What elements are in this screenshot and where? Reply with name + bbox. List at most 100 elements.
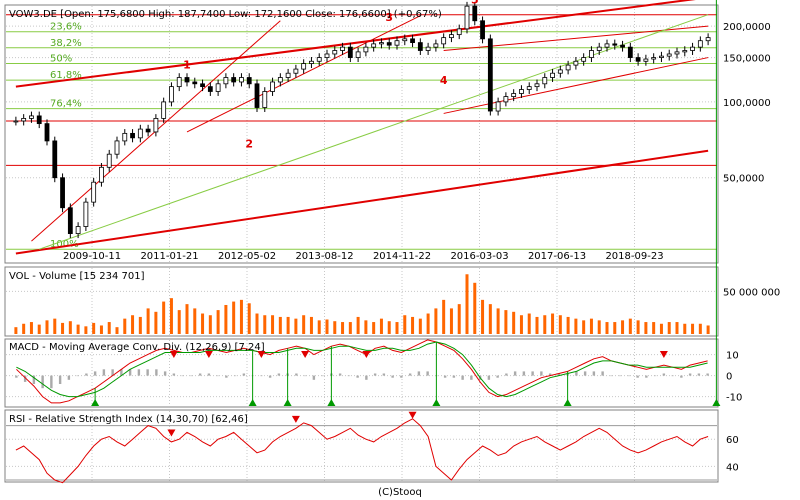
fib-level-label: 61,8%: [50, 70, 82, 81]
volume-bar: [659, 323, 663, 334]
buy-marker: [712, 399, 721, 406]
macd-histogram-bar: [365, 375, 368, 380]
macd-histogram-bar: [216, 375, 219, 377]
date-tick-label: 2018-09-23: [605, 251, 663, 262]
price-candle: [659, 55, 664, 58]
volume-bar: [146, 308, 150, 334]
price-candle: [456, 28, 462, 36]
price-candle: [464, 5, 470, 30]
macd-histogram-bar: [548, 373, 552, 376]
macd-histogram-bar: [268, 375, 272, 378]
macd-histogram-bar: [540, 371, 543, 376]
macd-histogram-bar: [382, 373, 386, 376]
price-candle: [200, 83, 205, 88]
price-candle: [324, 53, 330, 58]
price-candle: [91, 181, 97, 203]
price-candle: [612, 43, 618, 46]
volume-bar: [278, 316, 282, 334]
volume-bar: [271, 315, 275, 334]
price-candle: [99, 166, 104, 183]
macd-histogram-bar: [583, 371, 587, 376]
macd-header: MACD - Moving Average Conv. Div. (12,26,…: [9, 342, 265, 353]
volume-bar: [372, 322, 376, 334]
price-candle: [231, 77, 237, 83]
volume-bar: [512, 311, 516, 334]
buy-marker: [283, 399, 292, 406]
trend-line: [15, 149, 709, 255]
sell-marker: [301, 351, 310, 358]
volume-bar: [76, 324, 80, 334]
volume-bar: [247, 303, 251, 334]
volume-bar: [582, 320, 586, 334]
macd-histogram-bar: [671, 375, 674, 377]
macd-line: [16, 339, 708, 404]
volume-bar: [154, 311, 158, 334]
price-candle: [44, 123, 50, 142]
price-candle: [114, 140, 120, 155]
wave-labels: 1 2 3 4 5: [183, 0, 478, 150]
macd-histogram-bar: [688, 373, 692, 376]
macd-histogram-bar: [461, 375, 464, 380]
fibonacci-levels: 23,6% 38,2% 50% 61,8% 76,4% 100%: [6, 22, 717, 250]
price-candle: [340, 46, 345, 51]
price-candles: [13, 1, 711, 239]
volume-bar: [636, 320, 640, 334]
macd-histogram-bar: [146, 369, 149, 376]
volume-bar: [333, 321, 337, 334]
volume-bar: [473, 282, 477, 334]
fib-level-label: 38,2%: [50, 38, 82, 49]
volume-bar: [53, 318, 57, 334]
macd-lines: [16, 339, 708, 404]
price-candle: [620, 44, 625, 48]
price-candle: [526, 86, 532, 90]
volume-bar: [68, 321, 72, 334]
fib-level-label: 76,4%: [50, 99, 82, 110]
price-candle: [472, 5, 478, 22]
price-candle: [184, 77, 190, 83]
macd-histogram-bar: [137, 369, 141, 376]
macd-histogram-bar: [32, 375, 36, 384]
volume-bar: [411, 316, 415, 334]
date-tick-label: 2009-10-11: [63, 251, 121, 262]
volume-bar: [644, 322, 648, 334]
wave-label: 2: [245, 137, 253, 150]
price-candle: [674, 51, 680, 55]
price-candle: [122, 132, 128, 142]
macd-histogram-bar: [426, 371, 429, 376]
volume-bar: [263, 315, 267, 334]
volume-axis-labels: 50 000 000: [723, 287, 780, 298]
volume-bar: [558, 315, 562, 334]
price-tick-label: 150,0000: [723, 54, 771, 65]
rsi-tick-label: 60: [726, 435, 739, 446]
buy-marker: [432, 399, 441, 406]
price-candle: [347, 46, 353, 58]
wave-label: 5: [471, 0, 479, 6]
macd-histogram-bar: [225, 375, 228, 378]
volume-bar: [519, 315, 523, 334]
volume-bar: [131, 315, 135, 334]
price-candle: [565, 64, 571, 71]
volume-bar: [395, 322, 399, 334]
price-candle: [480, 20, 485, 40]
macd-histogram-bar: [470, 375, 473, 380]
rsi-line: [15, 418, 709, 484]
macd-histogram-bar: [321, 375, 324, 377]
macd-histogram-bar: [128, 369, 132, 376]
macd-histogram-bar: [163, 371, 167, 376]
macd-panel: [4, 338, 719, 408]
date-tick-label: 2012-05-02: [218, 251, 276, 262]
macd-signal-markers: [91, 0, 721, 406]
volume-bar: [216, 310, 220, 334]
macd-histogram-bar: [513, 371, 517, 376]
macd-histogram-bar: [303, 375, 307, 377]
date-tick-label: 2014-11-22: [373, 251, 431, 262]
price-candle: [697, 40, 703, 48]
price-candle: [36, 115, 42, 125]
volume-bar: [138, 316, 142, 334]
volume-bar: [177, 310, 181, 334]
date-axis-labels: 2009-10-11 2011-01-21 2012-05-02 2013-08-12…: [63, 251, 664, 262]
rsi-markers: [167, 411, 417, 437]
price-candle: [503, 96, 509, 103]
price-candle: [21, 118, 27, 122]
price-candle: [192, 81, 198, 85]
